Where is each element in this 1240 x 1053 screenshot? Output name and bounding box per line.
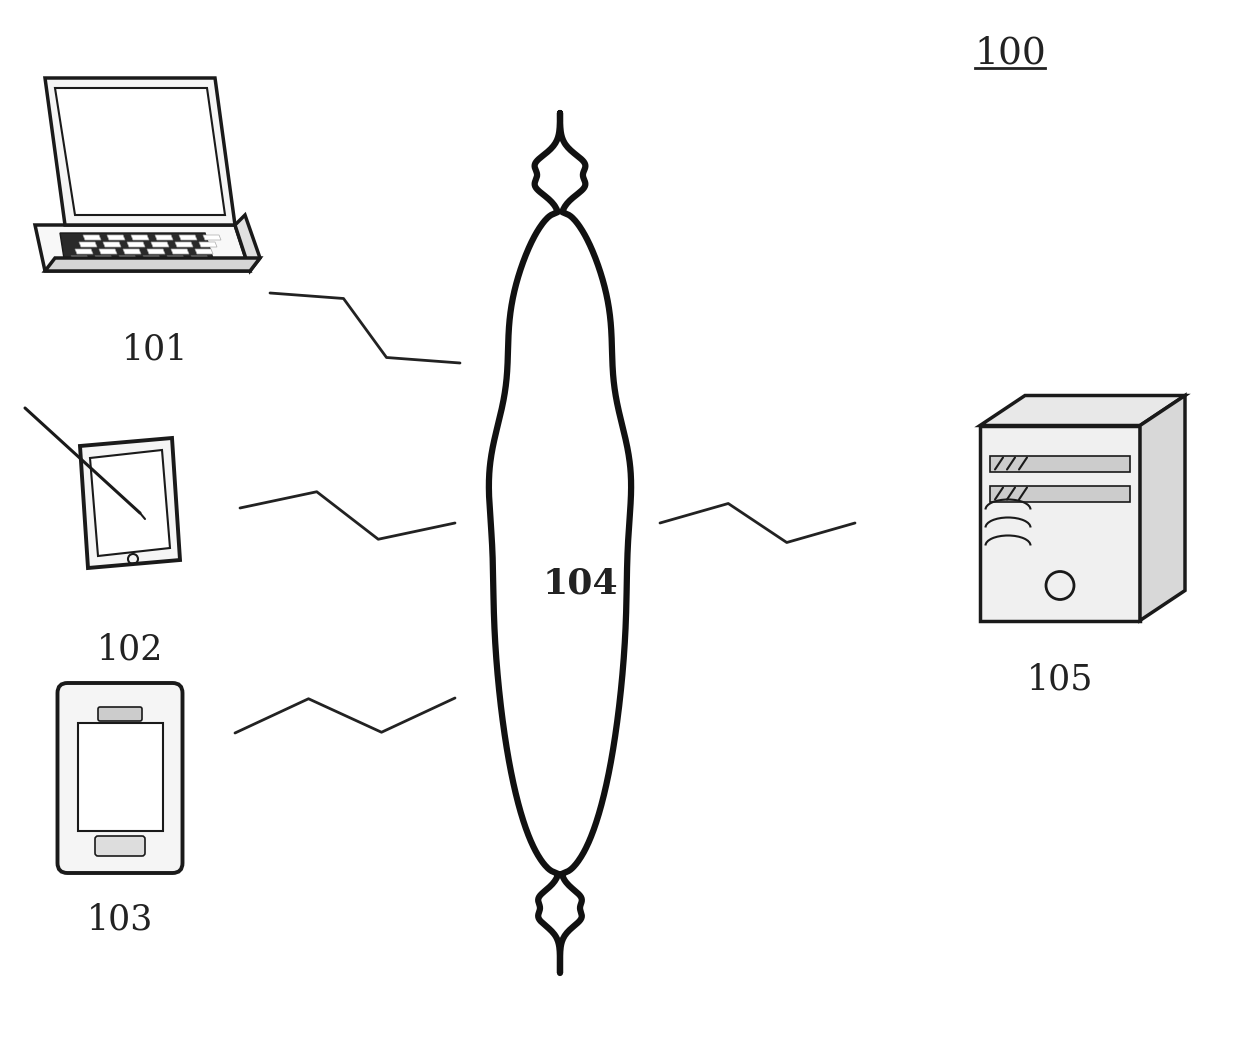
Text: 100: 100 [975,35,1045,71]
Polygon shape [203,235,221,240]
Text: 105: 105 [1027,663,1094,697]
Polygon shape [95,256,113,261]
Text: 104: 104 [542,567,618,600]
Polygon shape [148,249,165,254]
Text: 103: 103 [87,903,154,937]
Polygon shape [236,215,260,271]
Polygon shape [126,242,145,247]
Polygon shape [79,242,97,247]
Polygon shape [167,256,185,261]
Polygon shape [131,235,149,240]
Polygon shape [74,249,93,254]
Polygon shape [980,396,1185,425]
Polygon shape [1140,396,1185,620]
FancyBboxPatch shape [57,683,182,873]
Polygon shape [91,450,170,556]
FancyBboxPatch shape [98,707,143,721]
Polygon shape [45,78,236,225]
Polygon shape [55,88,224,215]
Polygon shape [175,242,193,247]
Bar [77,723,162,831]
FancyBboxPatch shape [95,836,145,856]
Polygon shape [45,258,260,271]
Polygon shape [171,249,188,254]
Polygon shape [195,249,213,254]
Polygon shape [119,256,136,261]
Polygon shape [83,235,100,240]
Polygon shape [103,242,122,247]
Text: 101: 101 [122,333,188,367]
Text: 102: 102 [97,633,164,667]
Polygon shape [143,256,161,261]
Polygon shape [990,485,1130,501]
Bar [980,425,1140,620]
Polygon shape [99,249,117,254]
Polygon shape [60,233,215,265]
Polygon shape [123,249,141,254]
Polygon shape [107,235,125,240]
Polygon shape [71,256,89,261]
Polygon shape [191,256,210,261]
Polygon shape [198,242,217,247]
Polygon shape [155,235,174,240]
Polygon shape [990,456,1130,472]
Polygon shape [35,225,250,271]
Polygon shape [179,235,197,240]
Polygon shape [81,438,180,568]
Polygon shape [151,242,169,247]
